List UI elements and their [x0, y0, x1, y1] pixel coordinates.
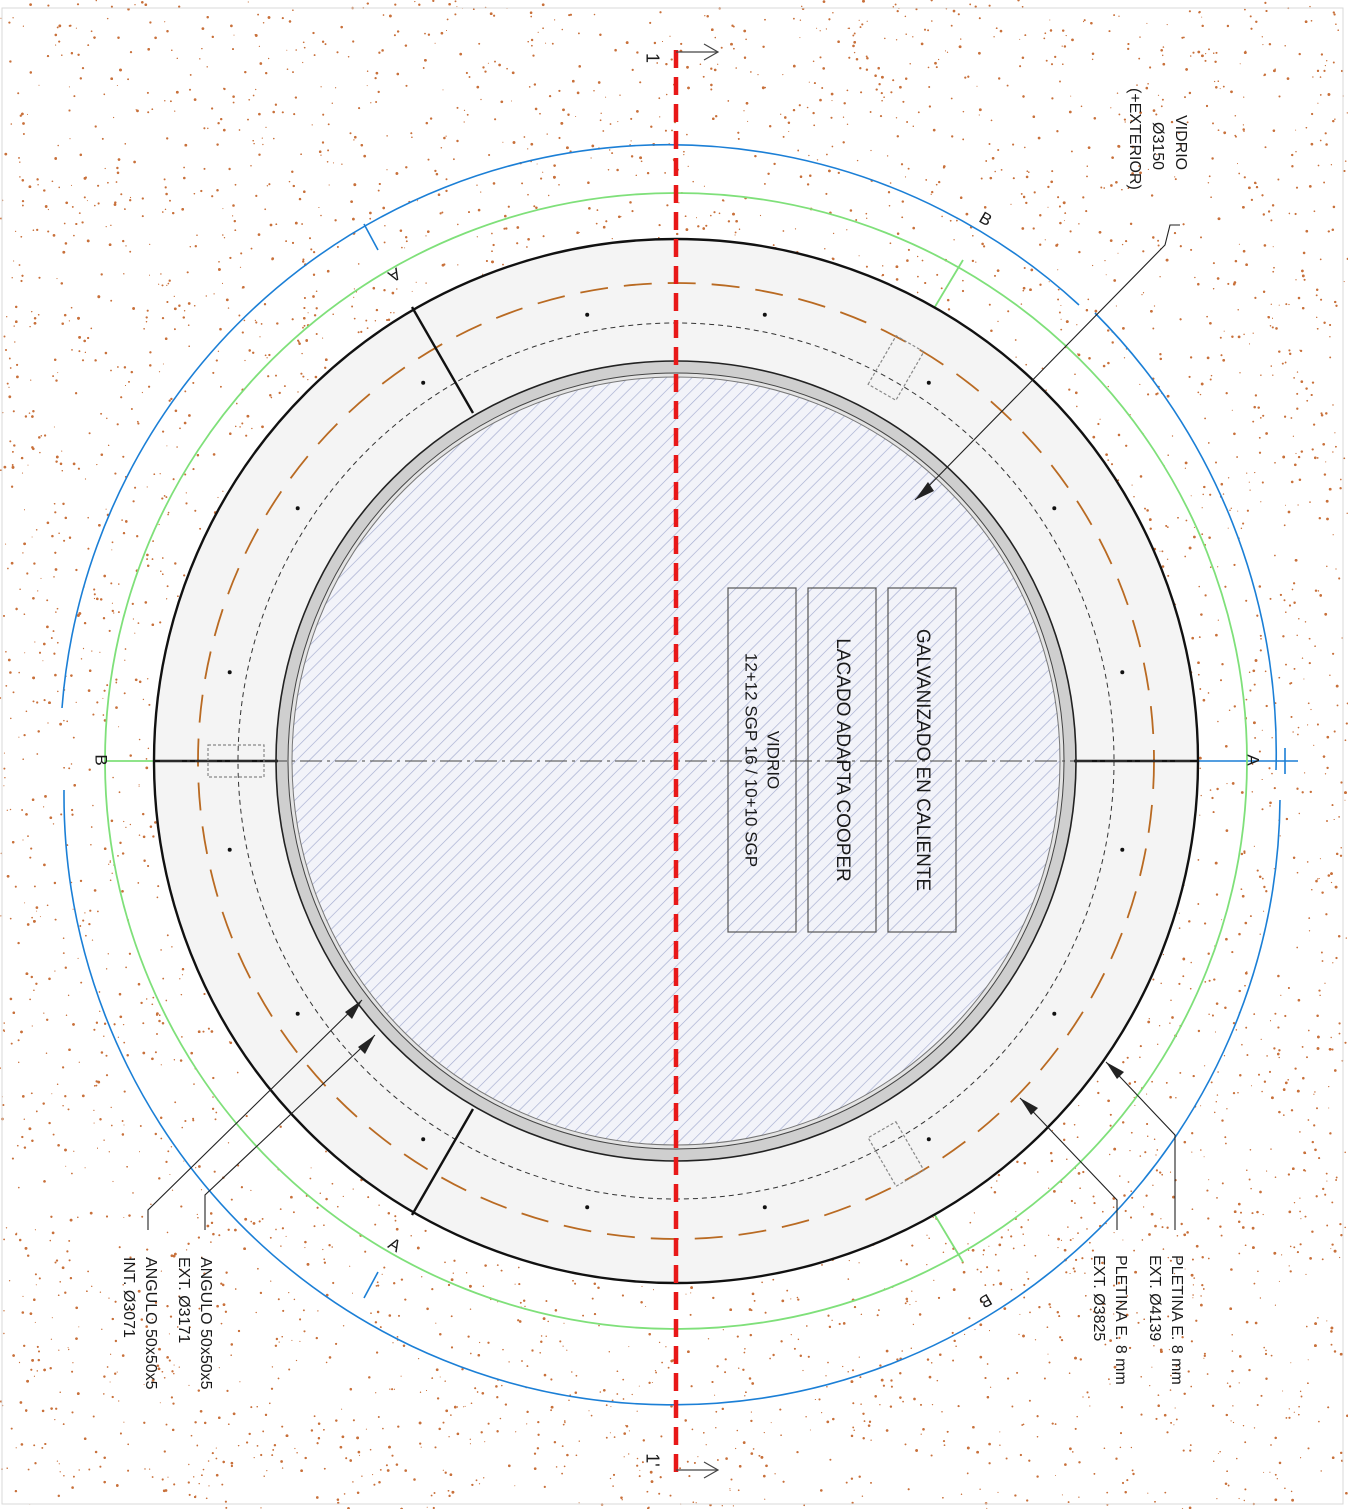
bolt — [421, 1137, 426, 1142]
bolt — [1120, 670, 1125, 675]
bolt — [585, 1205, 590, 1210]
bolt — [227, 847, 232, 852]
callout-vidrio-line2: Ø3150 — [1149, 122, 1166, 170]
bolt — [926, 380, 931, 385]
connection-plates — [207, 334, 925, 1188]
cut-marker-a-right: A — [1244, 754, 1263, 766]
box-lacado: LACADO ADAPTA COOPER — [807, 587, 877, 933]
bolt — [421, 380, 426, 385]
callout-angulo-ext-line1: ANGULO 50x50x5 — [197, 1257, 214, 1390]
callout-pletina-inner-line1: PLETINA E. 8 mm — [1112, 1255, 1129, 1385]
blue-dimension-arcs — [61, 143, 1298, 1406]
blue-arc-right — [1094, 312, 1278, 771]
bolt — [295, 1011, 300, 1016]
box-vidrio: VIDRIO 12+12 SGP 16 / 10+10 SGP — [727, 587, 797, 933]
box-vidrio-spec: 12+12 SGP 16 / 10+10 SGP — [742, 653, 761, 867]
bolt — [1120, 847, 1125, 852]
section-marker-top: 1 — [642, 53, 662, 63]
callout-pletina-outer-line2: EXT. Ø4139 — [1146, 1255, 1163, 1341]
callout-angulo-ext-line2: EXT. Ø3171 — [175, 1257, 192, 1343]
bolt — [585, 312, 590, 317]
bolt-dots — [227, 312, 1125, 1210]
box-vidrio-title: VIDRIO — [764, 731, 783, 790]
section-arrow-icon — [676, 43, 720, 1479]
callout-vidrio-line1: VIDRIO — [1172, 115, 1189, 170]
box-galvanizado: GALVANIZADO EN CALIENTE — [887, 587, 957, 933]
drawing-labels: GALVANIZADO EN CALIENTE LACADO ADAPTA CO… — [92, 53, 1263, 1467]
bolt — [295, 506, 300, 511]
bolt — [762, 312, 767, 317]
frame-border — [1, 7, 1344, 1505]
box-lacado-text: LACADO ADAPTA COOPER — [832, 638, 853, 882]
leader-lines — [147, 224, 1180, 1230]
cut-marker-b-left: B — [92, 754, 111, 765]
callout-pletina-inner-line2: EXT. Ø3825 — [1090, 1255, 1107, 1341]
section-marker-bottom: 1' — [642, 1453, 662, 1466]
bolt — [1052, 506, 1057, 511]
callout-vidrio-line3: (+EXTERIOR) — [1126, 88, 1143, 190]
blue-arc-top — [61, 143, 1080, 709]
callout-angulo-int-line1: ANGULO 50x50x5 — [142, 1257, 159, 1390]
bolt — [1052, 1011, 1057, 1016]
leader-arrowheads — [345, 482, 1124, 1115]
box-galvanizado-text: GALVANIZADO EN CALIENTE — [912, 629, 933, 891]
callout-angulo-int-line2: INT. Ø3071 — [120, 1257, 137, 1338]
bolt — [227, 670, 232, 675]
bolt — [926, 1137, 931, 1142]
callout-pletina-outer-line1: PLETINA E. 8 mm — [1168, 1255, 1185, 1385]
blue-arc-bottom — [63, 789, 1281, 1406]
bolt — [762, 1205, 767, 1210]
